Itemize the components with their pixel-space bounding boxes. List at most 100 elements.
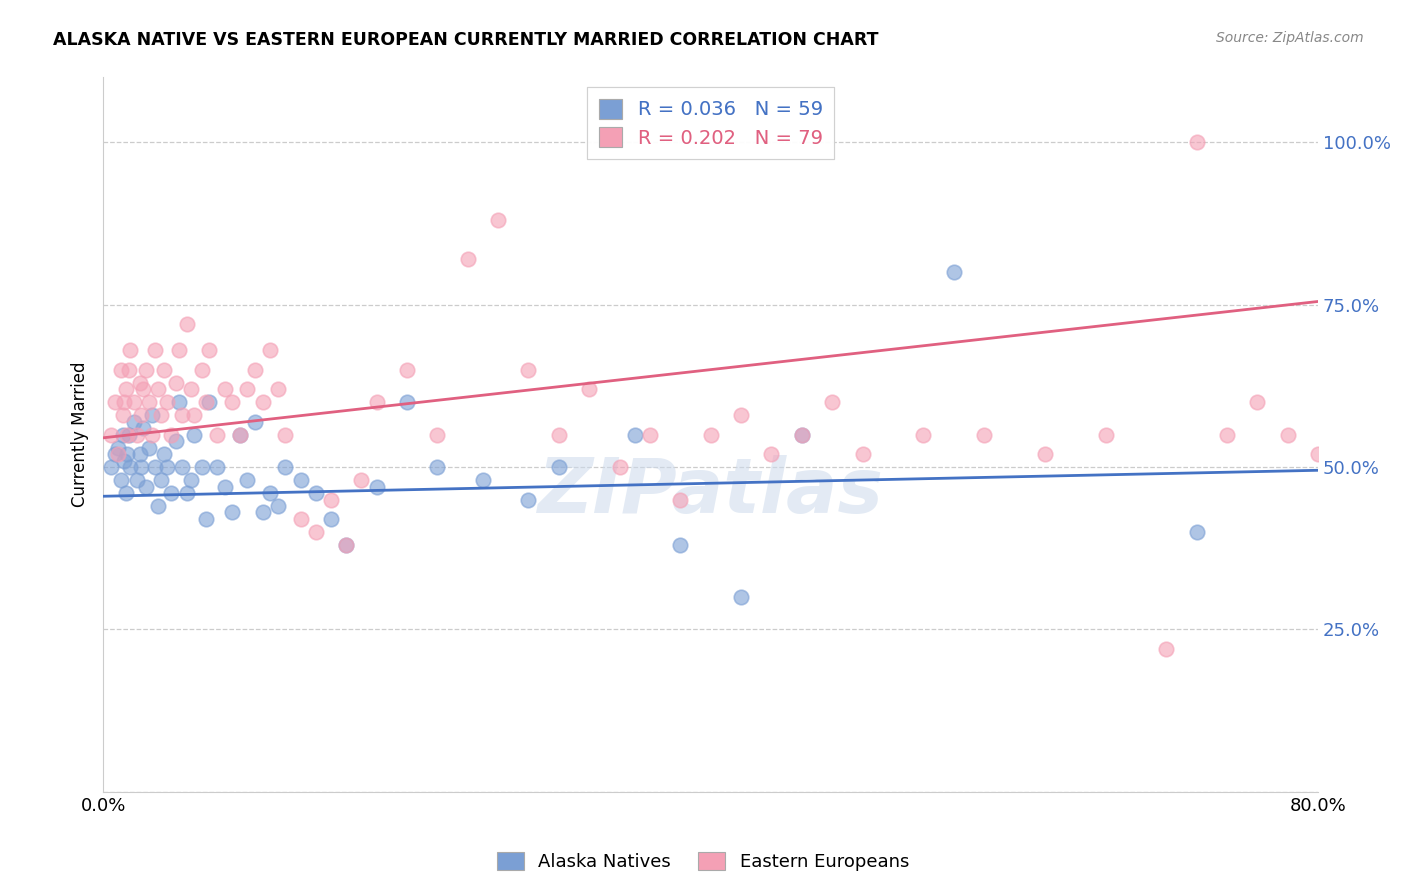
Point — [669, 492, 692, 507]
Point — [120, 343, 142, 358]
Point — [156, 395, 179, 409]
Point — [195, 395, 218, 409]
Point — [125, 427, 148, 442]
Point — [252, 506, 274, 520]
Point — [183, 427, 205, 442]
Point — [111, 408, 134, 422]
Point — [143, 343, 166, 358]
Point — [305, 486, 328, 500]
Point — [160, 486, 183, 500]
Point — [128, 376, 150, 390]
Point — [1337, 427, 1360, 442]
Point — [156, 460, 179, 475]
Point — [395, 362, 418, 376]
Text: ZIPatlas: ZIPatlas — [537, 455, 883, 529]
Point — [1185, 136, 1208, 150]
Point — [426, 460, 449, 475]
Point — [1246, 395, 1268, 409]
Point — [942, 265, 965, 279]
Point — [259, 343, 281, 358]
Point — [122, 395, 145, 409]
Point — [214, 382, 236, 396]
Point — [547, 427, 569, 442]
Point — [131, 421, 153, 435]
Point — [319, 512, 342, 526]
Point — [486, 213, 509, 227]
Point — [110, 473, 132, 487]
Point — [118, 427, 141, 442]
Point — [252, 395, 274, 409]
Point — [973, 427, 995, 442]
Point — [609, 460, 631, 475]
Point — [117, 427, 139, 442]
Point — [135, 362, 157, 376]
Point — [205, 427, 228, 442]
Point — [176, 317, 198, 331]
Point — [221, 395, 243, 409]
Point — [125, 473, 148, 487]
Point — [129, 408, 152, 422]
Point — [104, 447, 127, 461]
Point — [180, 473, 202, 487]
Point — [115, 382, 138, 396]
Point — [107, 447, 129, 461]
Point — [274, 427, 297, 442]
Point — [138, 395, 160, 409]
Point — [547, 460, 569, 475]
Point — [319, 492, 342, 507]
Point — [112, 453, 135, 467]
Point — [1368, 408, 1391, 422]
Point — [129, 460, 152, 475]
Point — [236, 382, 259, 396]
Point — [165, 376, 187, 390]
Point — [149, 473, 172, 487]
Point — [426, 427, 449, 442]
Point — [149, 408, 172, 422]
Point — [761, 447, 783, 461]
Point — [290, 512, 312, 526]
Point — [214, 479, 236, 493]
Point — [183, 408, 205, 422]
Point — [167, 343, 190, 358]
Point — [229, 427, 252, 442]
Point — [790, 427, 813, 442]
Point — [153, 362, 176, 376]
Point — [912, 427, 935, 442]
Point — [104, 395, 127, 409]
Point — [335, 538, 357, 552]
Point — [229, 427, 252, 442]
Point — [366, 479, 388, 493]
Point — [172, 460, 194, 475]
Point — [730, 590, 752, 604]
Point — [267, 382, 290, 396]
Text: Source: ZipAtlas.com: Source: ZipAtlas.com — [1216, 31, 1364, 45]
Point — [195, 512, 218, 526]
Point — [165, 434, 187, 448]
Point — [236, 473, 259, 487]
Point — [243, 362, 266, 376]
Point — [115, 486, 138, 500]
Point — [141, 408, 163, 422]
Point — [146, 499, 169, 513]
Point — [110, 362, 132, 376]
Legend: R = 0.036   N = 59, R = 0.202   N = 79: R = 0.036 N = 59, R = 0.202 N = 79 — [586, 87, 834, 160]
Point — [143, 460, 166, 475]
Point — [118, 362, 141, 376]
Point — [471, 473, 494, 487]
Point — [305, 524, 328, 539]
Point — [623, 427, 645, 442]
Point — [243, 415, 266, 429]
Point — [180, 382, 202, 396]
Point — [153, 447, 176, 461]
Point — [638, 427, 661, 442]
Point — [160, 427, 183, 442]
Point — [1154, 641, 1177, 656]
Point — [259, 486, 281, 500]
Point — [335, 538, 357, 552]
Point — [117, 447, 139, 461]
Point — [100, 460, 122, 475]
Point — [1308, 447, 1330, 461]
Point — [395, 395, 418, 409]
Point — [120, 460, 142, 475]
Point — [350, 473, 373, 487]
